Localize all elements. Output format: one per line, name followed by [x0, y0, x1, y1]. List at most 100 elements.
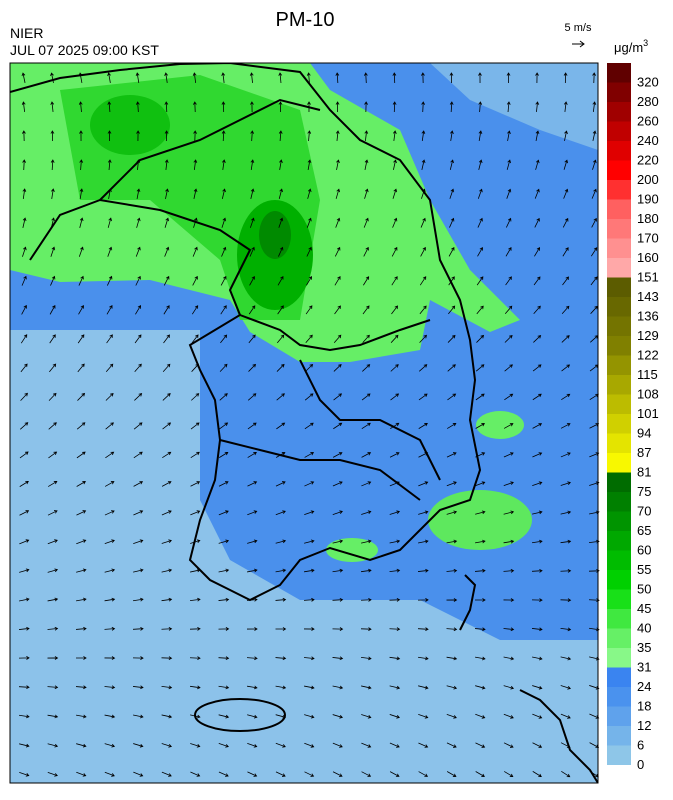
wind-arrow — [218, 685, 230, 690]
wind-arrow — [503, 685, 515, 690]
colorbar-band — [607, 102, 631, 122]
wind-arrow — [561, 393, 571, 401]
wind-arrow — [560, 598, 572, 602]
wind-arrow — [533, 305, 541, 315]
wind-arrow — [364, 130, 369, 142]
wind-arrow — [562, 217, 569, 228]
wind-arrow — [419, 276, 427, 286]
wind-arrow — [79, 130, 83, 142]
wind-arrow — [218, 481, 229, 487]
wind-arrow — [304, 714, 315, 719]
colorbar-band — [607, 570, 631, 590]
wind-arrow — [18, 685, 30, 690]
wind-arrow — [164, 101, 169, 113]
wind-scale-label: 5 m/s — [565, 22, 592, 34]
wind-arrow — [588, 569, 600, 573]
wind-arrow — [161, 510, 172, 516]
wind-arrow — [589, 452, 600, 458]
wind-arrow — [19, 772, 30, 777]
wind-arrow — [247, 452, 257, 458]
wind-arrow — [278, 130, 283, 142]
wind-arrow — [104, 656, 116, 660]
colorbar-band — [607, 511, 631, 531]
wind-arrow — [307, 101, 311, 113]
colorbar-band — [607, 414, 631, 434]
wind-arrow — [589, 656, 600, 661]
colorbar-tick-label: 136 — [637, 309, 659, 324]
wind-arrow — [278, 72, 283, 84]
wind-arrow — [475, 539, 486, 544]
wind-arrow — [191, 363, 199, 372]
wind-arrow — [249, 246, 255, 257]
wind-arrow — [18, 656, 30, 660]
wind-arrow — [363, 246, 369, 257]
wind-arrow — [47, 743, 59, 748]
wind-arrow — [418, 481, 429, 487]
source: NIER — [10, 25, 43, 41]
wind-arrow — [363, 72, 368, 84]
wind-arrow — [503, 598, 515, 602]
wind-arrow — [506, 159, 512, 170]
wind-arrow — [304, 568, 315, 573]
colorbar-tick-label: 160 — [637, 250, 659, 265]
wind-arrow — [164, 246, 170, 257]
wind-arrow — [134, 393, 143, 401]
wind-arrow — [505, 217, 512, 228]
wind-arrow — [420, 217, 426, 228]
wind-arrow — [219, 451, 229, 458]
wind-arrow — [389, 742, 400, 748]
wind-arrow — [164, 130, 169, 142]
colorbar-band — [607, 160, 631, 180]
wind-arrow — [161, 568, 173, 573]
wind-arrow — [335, 101, 340, 113]
green-zone-peak — [259, 211, 291, 259]
wind-arrow — [50, 130, 55, 142]
wind-arrow — [532, 713, 543, 719]
wind-arrow — [133, 539, 144, 544]
wind-arrow — [361, 771, 372, 777]
wind-arrow — [446, 598, 458, 602]
wind-arrow — [475, 452, 486, 458]
wind-arrow — [418, 714, 429, 719]
wind-arrow — [278, 217, 284, 228]
wind-arrow — [332, 656, 344, 661]
wind-arrow — [133, 714, 144, 719]
wind-arrow — [477, 246, 483, 257]
wind-arrow — [534, 247, 540, 257]
wind-arrow — [446, 568, 458, 573]
wind-arrow — [560, 685, 572, 690]
wind-arrow — [421, 130, 426, 142]
wind-arrow — [389, 568, 401, 573]
wind-arrow — [135, 246, 141, 257]
wind-arrow — [303, 597, 315, 602]
colorbar-tick-label: 260 — [637, 114, 659, 129]
wind-arrow — [19, 568, 30, 573]
wind-arrow — [247, 742, 258, 748]
colorbar-tick-label: 18 — [637, 699, 651, 714]
wind-arrow — [76, 771, 87, 777]
wind-arrow — [164, 159, 169, 171]
wind-arrow — [589, 481, 600, 486]
wind-arrow — [592, 72, 597, 84]
wind-arrow — [278, 101, 283, 113]
wind-arrow — [276, 422, 286, 430]
wind-arrow — [104, 771, 115, 777]
wind-arrow — [446, 685, 458, 690]
wind-arrow — [133, 422, 143, 430]
wind-arrow — [76, 422, 86, 430]
wind-arrow — [78, 275, 84, 286]
wind-arrow — [275, 452, 286, 458]
wind-arrow — [588, 598, 600, 603]
wind-arrow — [161, 771, 172, 777]
wind-arrow — [221, 101, 226, 113]
colorbar-tick-label: 75 — [637, 484, 651, 499]
boundary — [219, 439, 421, 501]
wind-arrow — [132, 626, 144, 631]
wind-arrow — [332, 714, 344, 719]
wind-arrow — [418, 452, 429, 458]
wind-arrow — [279, 159, 283, 170]
wind-arrow — [533, 276, 541, 286]
wind-arrow — [76, 568, 87, 573]
wind-arrow — [303, 627, 315, 631]
